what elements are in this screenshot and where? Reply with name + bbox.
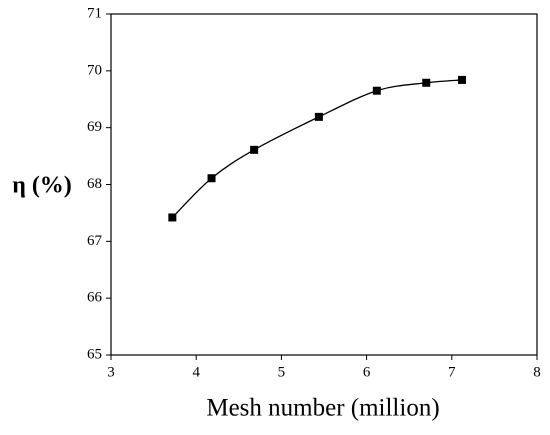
y-tick-label: 68: [87, 176, 102, 192]
y-axis-label: η (%): [12, 173, 72, 199]
y-tick-label: 67: [87, 233, 103, 249]
y-tick-label: 71: [87, 5, 102, 21]
marker: [422, 78, 431, 87]
x-tick-label: 4: [192, 364, 200, 380]
y-tick-label: 65: [87, 346, 102, 362]
marker: [372, 86, 381, 95]
marker: [168, 213, 177, 222]
x-tick-label: 5: [278, 364, 286, 380]
x-tick-label: 7: [448, 364, 456, 380]
y-tick-label: 70: [87, 62, 102, 78]
marker: [314, 112, 323, 121]
y-tick-label: 66: [87, 290, 103, 306]
x-tick-label: 6: [363, 364, 371, 380]
plot-frame: [110, 13, 538, 356]
marker: [207, 174, 216, 183]
marker: [458, 75, 467, 84]
marker: [250, 145, 259, 154]
x-axis-label: Mesh number (million): [206, 395, 439, 422]
y-tick-label: 69: [87, 119, 102, 135]
x-tick-label: 3: [107, 364, 115, 380]
x-tick-label: 8: [533, 364, 541, 380]
line: [171, 79, 463, 218]
